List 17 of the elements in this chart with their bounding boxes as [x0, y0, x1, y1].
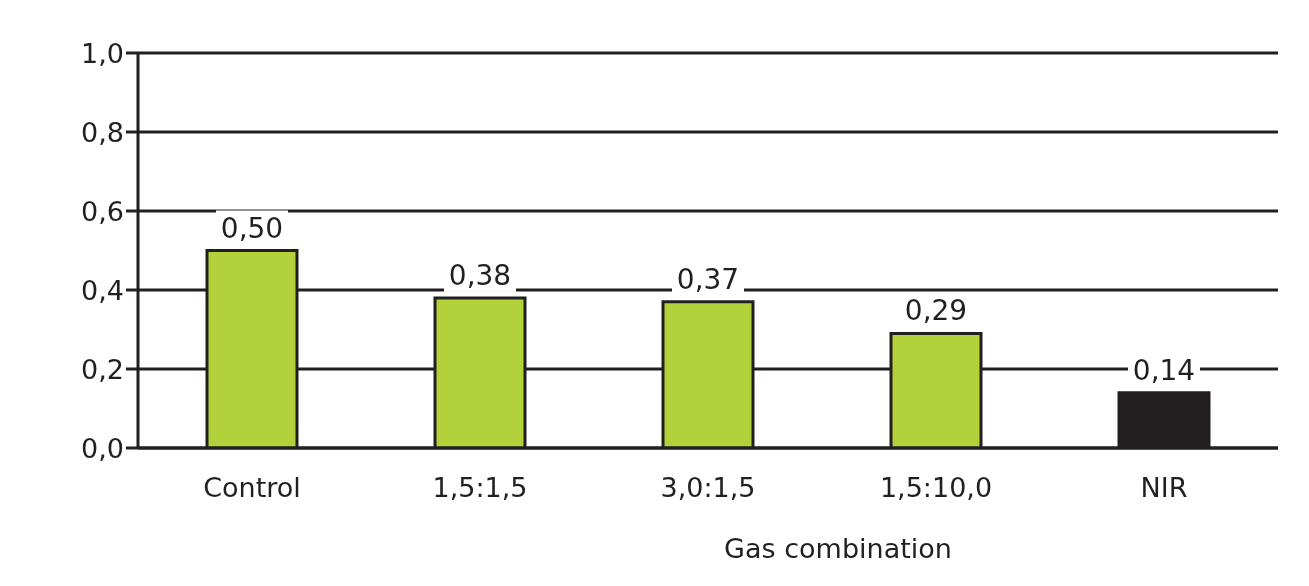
- y-tick-label: 0,4: [81, 274, 124, 306]
- y-tick-label: 0,2: [81, 353, 124, 385]
- x-tick-label: 1,5:10,0: [879, 472, 993, 504]
- y-tick-label: 0,0: [81, 432, 124, 464]
- y-tick-label: 0,8: [81, 116, 124, 148]
- x-tick-label: Control: [203, 472, 301, 504]
- x-tick-label: 3,0:1,5: [660, 472, 756, 504]
- data-label: 0,50: [220, 211, 284, 245]
- y-tick-label: 0,6: [81, 195, 124, 227]
- data-label: 0,14: [1132, 353, 1196, 387]
- x-axis-title: Gas combination: [724, 533, 952, 564]
- data-label: 0,37: [676, 262, 740, 296]
- x-tick-label: NIR: [1140, 472, 1188, 504]
- y-tick-label: 1,0: [81, 37, 124, 69]
- data-label: 0,38: [448, 258, 512, 292]
- data-label: 0,29: [904, 294, 968, 328]
- x-tick-label: 1,5:1,5: [432, 472, 528, 504]
